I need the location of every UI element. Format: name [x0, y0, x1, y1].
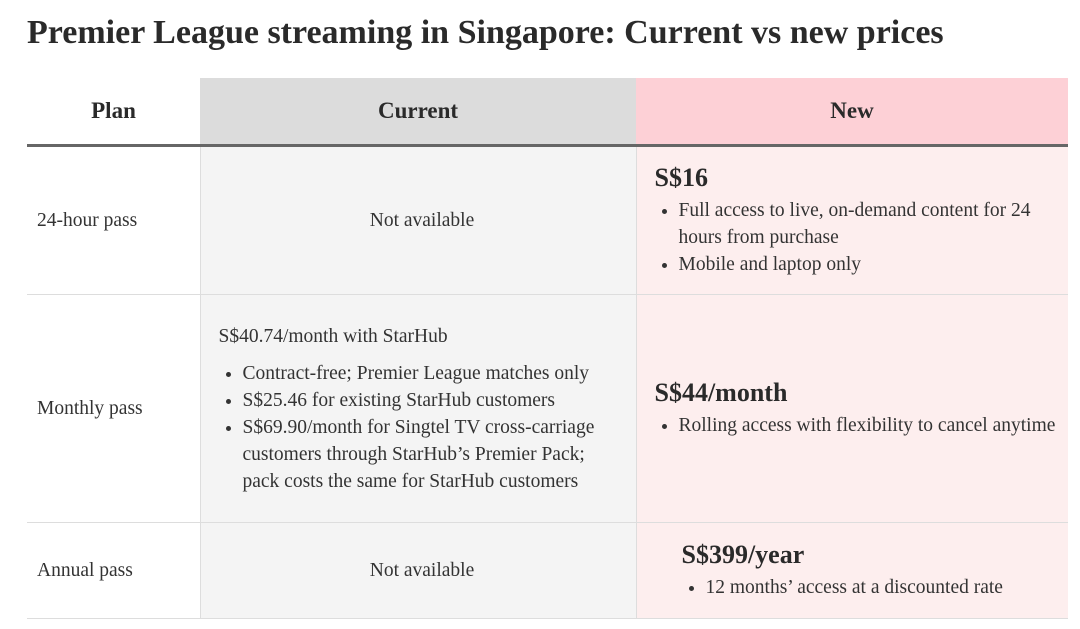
bullet: Mobile and laptop only	[679, 251, 1059, 278]
bullet-list: Contract-free; Premier League matches on…	[219, 360, 626, 495]
current-cell: Not available	[199, 522, 636, 619]
new-cell: S$44/month Rolling access with flexibilit…	[635, 294, 1068, 523]
new-cell: S$16 Full access to live, on-demand conte…	[635, 145, 1068, 295]
price: S$16	[654, 162, 708, 192]
bullet-list: Rolling access with flexibility to cance…	[655, 412, 1059, 439]
header-row: Plan Current New	[27, 78, 1068, 147]
title: Premier League streaming in Singapore: C…	[27, 14, 944, 51]
bullet: Rolling access with flexibility to cance…	[679, 412, 1059, 439]
price: S$44/month	[654, 377, 788, 407]
header-cell: Current	[200, 78, 636, 147]
bullet: S$25.46 for existing StarHub customers	[243, 387, 626, 414]
row: Annual pass Not available S$399/year 12 mon…	[27, 522, 1068, 619]
bullet-list: Full access to live, on-demand content f…	[655, 197, 1059, 278]
bullet: 12 months’ access at a discounted rate	[706, 574, 1059, 601]
current-text: Not available	[369, 560, 475, 581]
bullet-list: 12 months’ access at a discounted rate	[682, 574, 1059, 601]
table-body: 24-hour pass Not available S$16 Full access…	[27, 145, 1068, 619]
bullet: S$69.90/month for Singtel TV cross-carri…	[243, 414, 626, 495]
row: 24-hour pass Not available S$16 Full access…	[27, 145, 1068, 295]
plan-cell: Annual pass	[27, 522, 200, 619]
bullet: Contract-free; Premier League matches on…	[243, 360, 626, 387]
current-cell: Not available	[199, 145, 636, 295]
new-cell: S$399/year 12 months’ access at a discoun…	[635, 522, 1068, 619]
header-cell: New	[636, 78, 1068, 147]
bullet: Full access to live, on-demand content f…	[679, 197, 1059, 251]
header-cell: Plan	[27, 78, 200, 147]
current-text: Not available	[369, 210, 475, 231]
plan-cell: 24-hour pass	[27, 145, 200, 295]
plan-cell: Monthly pass	[27, 294, 200, 523]
current-text: S$40.74/month with StarHub	[218, 325, 448, 347]
current-cell: S$40.74/month with StarHub Contract-free;…	[199, 294, 636, 523]
price-table: Plan Current New 24-hour pass Not availab…	[27, 78, 1068, 619]
row: Monthly pass S$40.74/month with StarHub Co…	[27, 294, 1068, 523]
price: S$399/year	[681, 539, 805, 569]
